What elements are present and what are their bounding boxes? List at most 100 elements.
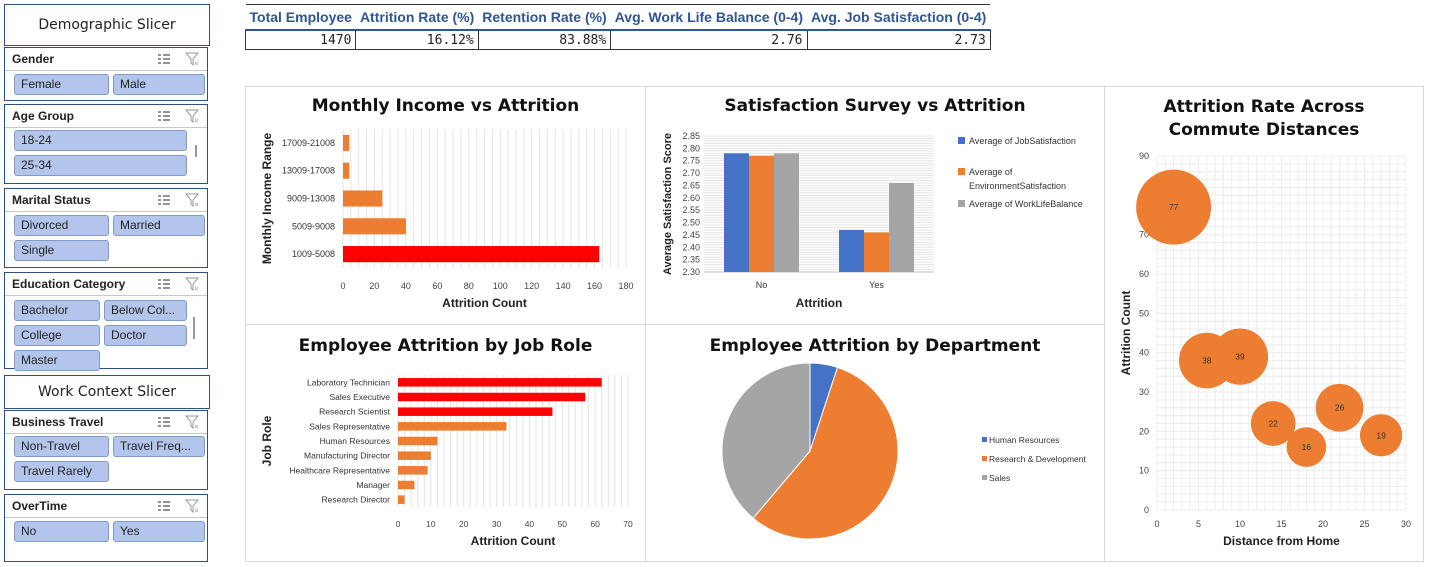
y-tick-label: 40	[1139, 348, 1149, 358]
marital-option-divorced[interactable]: Divorced	[14, 215, 109, 236]
y-tick-label: 2.30	[682, 267, 700, 277]
travel-option-travel-frequently[interactable]: Travel Freq...	[113, 436, 205, 457]
clear-filter-icon[interactable]	[184, 415, 200, 430]
slicer-scrollbar[interactable]	[193, 317, 195, 339]
education-option-doctor[interactable]: Doctor	[104, 325, 187, 346]
marital-option-married[interactable]: Married	[113, 215, 205, 236]
bubble	[1359, 414, 1403, 457]
multi-select-icon[interactable]	[157, 109, 171, 123]
y-axis-title: Attrition Count	[1119, 291, 1133, 376]
x-tick-label: 40	[401, 281, 411, 291]
y-tick-label: 10	[1139, 466, 1149, 476]
bar	[839, 229, 864, 272]
commute-chart: 0510152025300102030405060708090773839221…	[1119, 151, 1411, 548]
department-chart-panel: Employee Attrition by Department Human R…	[645, 324, 1105, 562]
kpi-table: Total Employee Attrition Rate (%) Retent…	[244, 4, 991, 50]
slicer-divider	[5, 517, 207, 518]
bar	[343, 218, 406, 235]
education-option-college[interactable]: College	[14, 325, 100, 346]
y-category-label: 13009-17008	[282, 166, 335, 176]
department-chart: Human Resources Research & Development Sal…	[721, 362, 1086, 540]
y-category-label: Manufacturing Director	[304, 451, 390, 461]
bar	[343, 190, 383, 207]
multi-select-icon[interactable]	[157, 415, 171, 429]
y-category-label: Sales Executive	[330, 392, 391, 402]
gender-slicer: Gender Female Male	[4, 47, 208, 101]
gender-slicer-label: Gender	[12, 52, 55, 66]
bar	[398, 392, 586, 402]
clear-filter-icon[interactable]	[184, 52, 200, 67]
overtime-option-no[interactable]: No	[14, 521, 109, 542]
kpi-header-job-satisfaction: Avg. Job Satisfaction (0-4)	[807, 4, 991, 30]
y-tick-label: 2.80	[682, 143, 700, 153]
gender-option-female[interactable]: Female	[14, 74, 109, 95]
y-tick-label: 2.70	[682, 168, 700, 178]
bubble-label: 38	[1202, 356, 1212, 366]
bubble	[1250, 401, 1296, 446]
jobrole-chart: 0 10 20 30 40 50 60 70 Laboratory Technician Sale…	[260, 375, 633, 548]
bubble-label: 16	[1302, 442, 1312, 452]
income-chart-title: Monthly Income vs Attrition	[311, 96, 580, 116]
age-option-25-34[interactable]: 25-34	[14, 155, 187, 176]
income-chart: 0 20 40 60 80 100 120 140 160 180 17009-21008 13009…	[260, 129, 634, 310]
x-tick-label: 0	[1154, 519, 1159, 529]
slicer-scrollbar[interactable]	[195, 145, 197, 157]
legend-label: Average of JobSatisfaction	[969, 136, 1076, 146]
jobrole-chart-title: Employee Attrition by Job Role	[298, 336, 593, 356]
clear-filter-icon[interactable]	[184, 277, 200, 292]
jobrole-chart-panel: Employee Attrition by Job Role 0 10 20 30 40…	[245, 324, 646, 562]
x-tick-label: 0	[396, 519, 401, 529]
x-tick-label: 5	[1196, 519, 1201, 529]
y-category-label: Sales Representative	[309, 421, 390, 431]
bubble-label: 19	[1376, 430, 1386, 440]
y-tick-label: 2.40	[682, 242, 700, 252]
x-tick-label: 20	[369, 281, 379, 291]
y-tick-label: 30	[1139, 387, 1149, 397]
multi-select-icon[interactable]	[157, 277, 171, 291]
multi-select-icon[interactable]	[157, 193, 171, 207]
kpi-value-retention-rate: 83.88%	[477, 29, 612, 50]
overtime-slicer-label: OverTime	[12, 499, 68, 513]
travel-option-travel-rarely[interactable]: Travel Rarely	[14, 461, 109, 482]
y-tick-label: 0	[1144, 505, 1149, 515]
commute-chart-title: Attrition Rate Across Commute Distances	[1163, 97, 1365, 140]
clear-filter-icon[interactable]	[184, 499, 200, 514]
education-option-master[interactable]: Master	[14, 350, 100, 371]
marital-option-single[interactable]: Single	[14, 240, 109, 261]
y-category-label: 5009-9008	[292, 221, 335, 231]
gender-option-male[interactable]: Male	[113, 74, 205, 95]
y-tick-label: 2.65	[682, 180, 700, 190]
x-tick-label: 120	[524, 281, 539, 291]
y-tick-label: 70	[1139, 230, 1149, 240]
y-tick-label: 2.60	[682, 193, 700, 203]
multi-select-icon[interactable]	[157, 52, 171, 66]
clear-filter-icon[interactable]	[184, 109, 200, 124]
education-category-slicer: Education Category Bachelor Below Col...…	[4, 272, 208, 371]
y-category-label: Human Resources	[320, 436, 390, 446]
x-tick-label: 10	[1235, 519, 1245, 529]
slicer-divider	[5, 127, 207, 128]
bar	[749, 155, 774, 272]
kpi-value-total-employee: 1470	[244, 29, 357, 50]
bubble-label: 77	[1169, 202, 1179, 212]
age-option-18-24[interactable]: 18-24	[14, 130, 187, 151]
x-axis-title: Distance from Home	[1223, 534, 1340, 548]
multi-select-icon[interactable]	[157, 499, 171, 513]
age-group-slicer-label: Age Group	[12, 109, 74, 123]
legend-label: Sales	[989, 473, 1010, 483]
education-option-below-college[interactable]: Below Col...	[104, 300, 187, 321]
slicer-divider	[5, 70, 207, 71]
clear-filter-icon[interactable]	[184, 193, 200, 208]
x-axis-title: Attrition Count	[471, 534, 556, 548]
travel-option-non-travel[interactable]: Non-Travel	[14, 436, 109, 457]
y-axis-title: Monthly Income Range	[260, 133, 274, 265]
bubble	[1315, 383, 1364, 432]
bubble-label: 39	[1235, 352, 1245, 362]
pie-slice	[721, 362, 811, 519]
bar	[398, 436, 438, 446]
bar	[864, 232, 889, 272]
bar	[889, 182, 914, 272]
overtime-option-yes[interactable]: Yes	[113, 521, 205, 542]
business-travel-slicer: Business Travel Non-Travel Travel Freq..…	[4, 410, 208, 490]
education-option-bachelor[interactable]: Bachelor	[14, 300, 100, 321]
